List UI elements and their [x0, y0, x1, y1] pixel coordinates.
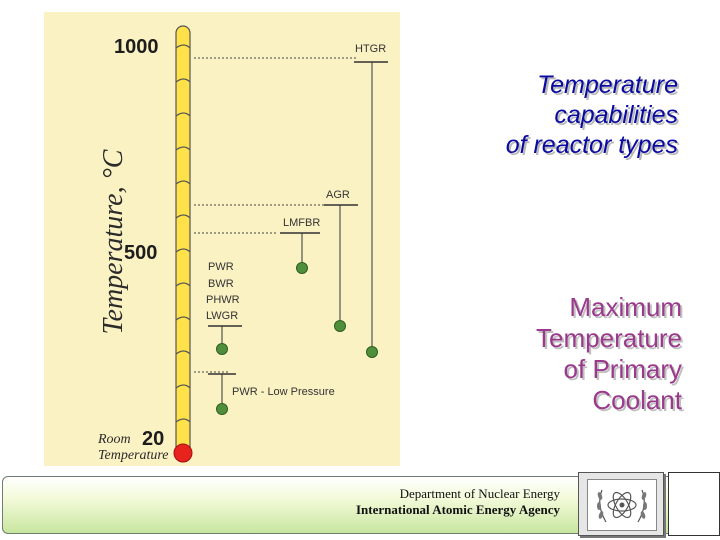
title-line2: capabilities — [554, 101, 678, 129]
atom-laurel-icon — [587, 479, 657, 531]
lwgr-label: LWGR — [206, 310, 238, 322]
htgr-label: HTGR — [355, 43, 386, 55]
title-line3: of reactor types — [505, 131, 678, 159]
slide-subtitle: Maximum Temperature of Primary Coolant — [536, 292, 682, 416]
footer-text: Department of Nuclear Energy Internation… — [200, 486, 560, 518]
bwr-label: BWR — [208, 278, 234, 290]
pwr-label: PWR — [208, 261, 234, 273]
agr-label: AGR — [326, 189, 350, 201]
thermometer-chart: HTGR AGR LMFBR PWR BWR PHWR LWGR PWR - L… — [173, 25, 388, 463]
agr-marker — [334, 320, 346, 332]
subtitle-line1: Maximum — [569, 292, 682, 322]
slide-title: Temperature capabilities of reactor type… — [506, 70, 678, 160]
htgr-marker — [366, 346, 378, 358]
thermometer-ticks — [175, 44, 191, 423]
room-label-line1: Room — [98, 432, 131, 447]
lmfbr-label: LMFBR — [283, 217, 320, 229]
guide-lines — [194, 57, 356, 373]
room-label-line2: Temperature — [98, 448, 169, 463]
title-line1: Temperature — [537, 71, 678, 99]
thermometer-tube — [175, 25, 191, 455]
footer-line2: International Atomic Energy Agency — [355, 502, 560, 517]
tick-500: 500 — [124, 242, 158, 264]
phwr-label: PHWR — [206, 294, 240, 306]
footer: Department of Nuclear Energy Internation… — [0, 472, 720, 540]
room-temperature-label: Room Temperature — [98, 432, 169, 464]
pwr-low-label: PWR - Low Pressure — [232, 386, 335, 398]
lmfbr-marker — [296, 262, 308, 274]
subtitle-line3: of Primary — [563, 354, 682, 384]
tick-20: 20 — [142, 428, 165, 450]
subtitle-line2: Temperature — [536, 323, 682, 353]
temperature-diagram: Temperature, °C — [44, 12, 400, 466]
tick-1000: 1000 — [114, 36, 159, 58]
footer-right-box — [668, 472, 720, 536]
pwr-low-marker — [216, 403, 228, 415]
footer-line1: Department of Nuclear Energy — [399, 486, 560, 501]
subtitle-line4: Coolant — [592, 385, 682, 415]
iaea-logo — [578, 472, 664, 536]
lwr-marker — [216, 343, 228, 355]
thermometer-bulb — [173, 443, 193, 463]
